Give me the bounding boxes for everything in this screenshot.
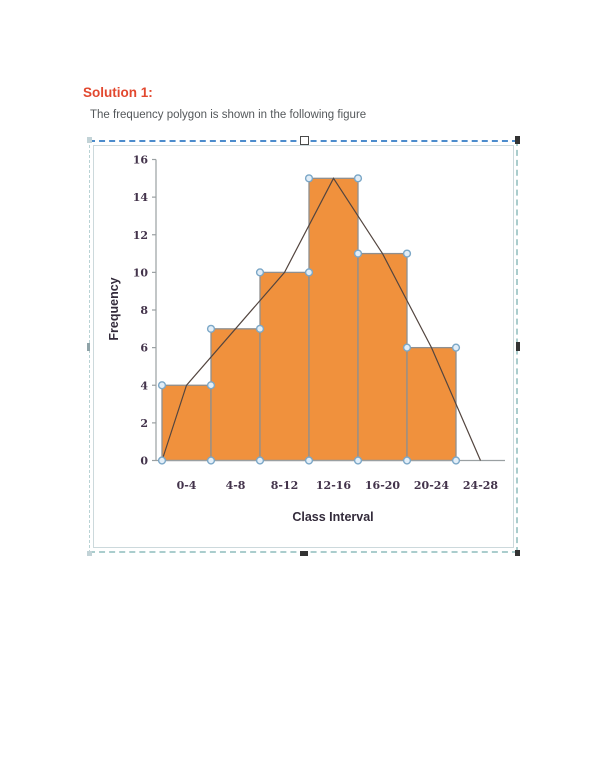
bar-12-16 bbox=[308, 177, 359, 462]
chart-selection-box[interactable]: 0 2 4 6 8 10 12 14 16 0-4 4-8 8-12 12-16 16-20 20-24 24… bbox=[87, 136, 520, 556]
solution-description: The frequency polygon is shown in the fo… bbox=[90, 109, 367, 121]
axis-labels: 0 2 4 6 8 10 12 14 16 0-4 4-8 8-12 12-16 16-20 20-24 24… bbox=[107, 154, 498, 525]
resize-handle-left-middle[interactable] bbox=[87, 342, 90, 351]
bar-0-4 bbox=[161, 384, 212, 462]
svg-text:0: 0 bbox=[140, 455, 148, 468]
resize-handle-top-center[interactable] bbox=[299, 136, 309, 145]
bar-20-24 bbox=[406, 346, 457, 462]
svg-text:Frequency: Frequency bbox=[107, 277, 121, 340]
resize-handle-top-left[interactable] bbox=[87, 137, 92, 143]
bar-4-8 bbox=[210, 328, 261, 462]
resize-handle-right-middle[interactable] bbox=[516, 341, 520, 351]
resize-handle-bottom-left[interactable] bbox=[87, 551, 92, 556]
svg-text:6: 6 bbox=[140, 342, 148, 355]
resize-handle-bottom-center[interactable] bbox=[299, 551, 308, 556]
svg-text:4-8: 4-8 bbox=[226, 479, 246, 492]
frequency-polygon-line bbox=[161, 177, 482, 461]
svg-text:16-20: 16-20 bbox=[365, 479, 401, 492]
resize-handle-bottom-right[interactable] bbox=[515, 550, 520, 556]
svg-text:2: 2 bbox=[140, 417, 148, 430]
page-title: Solution 1: bbox=[83, 85, 153, 100]
bar-8-12 bbox=[259, 271, 310, 462]
frequency-polygon-chart: 0 2 4 6 8 10 12 14 16 0-4 4-8 8-12 12-16 16-20 20-24 24… bbox=[107, 154, 505, 525]
svg-text:12-16: 12-16 bbox=[316, 479, 352, 492]
svg-text:12: 12 bbox=[133, 229, 148, 242]
svg-text:16: 16 bbox=[133, 154, 149, 167]
svg-text:10: 10 bbox=[133, 266, 149, 279]
svg-text:14: 14 bbox=[133, 191, 149, 204]
svg-text:Class Interval: Class Interval bbox=[292, 510, 373, 524]
resize-handle-top-right[interactable] bbox=[515, 136, 520, 144]
bar-16-20 bbox=[357, 252, 408, 462]
data-point-markers bbox=[157, 174, 461, 465]
svg-text:4: 4 bbox=[140, 379, 148, 392]
svg-text:24-28: 24-28 bbox=[463, 479, 499, 492]
svg-text:8-12: 8-12 bbox=[271, 479, 299, 492]
histogram-bars bbox=[161, 177, 457, 462]
svg-text:8: 8 bbox=[140, 304, 148, 317]
svg-text:20-24: 20-24 bbox=[414, 479, 450, 492]
svg-text:0-4: 0-4 bbox=[177, 479, 197, 492]
